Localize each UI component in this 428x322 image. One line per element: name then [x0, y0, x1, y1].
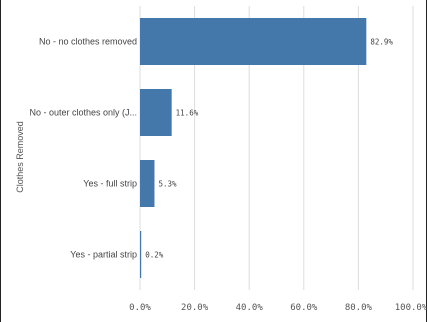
x-tick-labels: 0.0% 20.0% 40.0% 60.0% 80.0% 100.0% [129, 303, 428, 313]
category-label: No - outer clothes only (J... [29, 108, 137, 118]
data-label: 82.9% [370, 38, 393, 47]
category-labels: No - no clothes removed No - outer clothe… [29, 37, 137, 260]
category-label: Yes - full strip [83, 179, 137, 189]
x-tick-label: 0.0% [129, 303, 151, 313]
category-label: Yes - partial strip [70, 250, 137, 260]
category-label: No - no clothes removed [39, 37, 137, 47]
x-tick-label: 40.0% [236, 303, 264, 313]
bar[interactable] [140, 231, 142, 278]
x-tick-label: 60.0% [290, 303, 318, 313]
bars [140, 18, 367, 278]
data-label: 11.6% [176, 109, 199, 118]
x-tick-label: 100.0% [395, 303, 428, 313]
x-tick-label: 80.0% [345, 303, 373, 313]
bar[interactable] [140, 18, 367, 65]
bar[interactable] [140, 160, 155, 207]
bar[interactable] [140, 89, 172, 136]
data-label: 0.2% [145, 251, 164, 260]
data-labels: 82.9% 11.6% 5.3% 0.2% [145, 38, 393, 260]
x-tick-label: 20.0% [181, 303, 209, 313]
y-axis-title: Clothes Removed [15, 121, 25, 193]
data-label: 5.3% [158, 180, 177, 189]
